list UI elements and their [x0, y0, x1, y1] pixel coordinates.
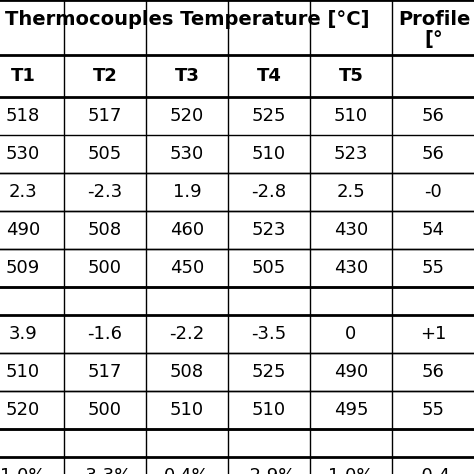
- Text: -0.4: -0.4: [416, 467, 450, 474]
- Text: 56: 56: [421, 363, 445, 381]
- Text: -1.6: -1.6: [88, 325, 122, 343]
- Text: -2.9%: -2.9%: [243, 467, 295, 474]
- Text: 460: 460: [170, 221, 204, 239]
- Text: 517: 517: [88, 107, 122, 125]
- Text: 510: 510: [252, 401, 286, 419]
- Text: [°: [°: [425, 30, 443, 49]
- Text: 0.4%: 0.4%: [164, 467, 210, 474]
- Text: 510: 510: [252, 145, 286, 163]
- Text: 525: 525: [252, 107, 286, 125]
- Text: 55: 55: [421, 401, 445, 419]
- Text: 490: 490: [6, 221, 40, 239]
- Text: -0: -0: [424, 183, 442, 201]
- Text: 530: 530: [170, 145, 204, 163]
- Text: 55: 55: [421, 259, 445, 277]
- Text: 508: 508: [88, 221, 122, 239]
- Text: 518: 518: [6, 107, 40, 125]
- Text: 525: 525: [252, 363, 286, 381]
- Text: 0: 0: [346, 325, 356, 343]
- Text: 500: 500: [88, 401, 122, 419]
- Text: 56: 56: [421, 107, 445, 125]
- Text: T2: T2: [92, 67, 118, 85]
- Text: 1.0%: 1.0%: [0, 467, 46, 474]
- Text: 450: 450: [170, 259, 204, 277]
- Text: 500: 500: [88, 259, 122, 277]
- Text: 3.9: 3.9: [9, 325, 37, 343]
- Text: 490: 490: [334, 363, 368, 381]
- Text: 510: 510: [334, 107, 368, 125]
- Text: 510: 510: [170, 401, 204, 419]
- Text: -2.2: -2.2: [169, 325, 205, 343]
- Text: 430: 430: [334, 221, 368, 239]
- Text: 2.3: 2.3: [9, 183, 37, 201]
- Text: Thermocouples Temperature [°C]: Thermocouples Temperature [°C]: [5, 10, 369, 29]
- Text: 520: 520: [6, 401, 40, 419]
- Text: -3.5: -3.5: [251, 325, 287, 343]
- Text: 495: 495: [334, 401, 368, 419]
- Text: -2.8: -2.8: [251, 183, 287, 201]
- Text: 1.0%: 1.0%: [328, 467, 374, 474]
- Text: -3.3%: -3.3%: [79, 467, 131, 474]
- Text: 430: 430: [334, 259, 368, 277]
- Text: Profile: Profile: [398, 10, 470, 29]
- Text: 517: 517: [88, 363, 122, 381]
- Text: T5: T5: [338, 67, 364, 85]
- Text: +1: +1: [420, 325, 446, 343]
- Text: T1: T1: [10, 67, 36, 85]
- Text: T4: T4: [256, 67, 282, 85]
- Text: -2.3: -2.3: [87, 183, 123, 201]
- Text: 508: 508: [170, 363, 204, 381]
- Text: 523: 523: [334, 145, 368, 163]
- Text: 505: 505: [252, 259, 286, 277]
- Text: T3: T3: [174, 67, 200, 85]
- Text: 523: 523: [252, 221, 286, 239]
- Text: 520: 520: [170, 107, 204, 125]
- Text: 1.9: 1.9: [173, 183, 201, 201]
- Text: 56: 56: [421, 145, 445, 163]
- Text: 510: 510: [6, 363, 40, 381]
- Text: 54: 54: [421, 221, 445, 239]
- Text: 530: 530: [6, 145, 40, 163]
- Text: 505: 505: [88, 145, 122, 163]
- Text: 509: 509: [6, 259, 40, 277]
- Text: 2.5: 2.5: [337, 183, 365, 201]
